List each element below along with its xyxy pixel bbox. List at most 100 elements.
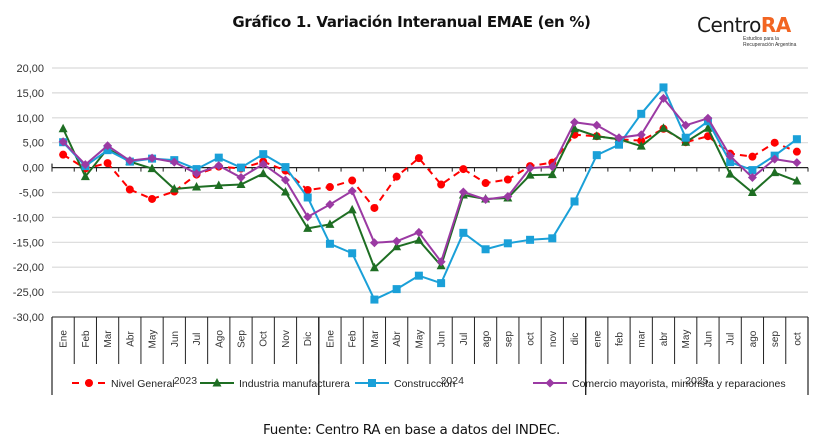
data-point [481, 179, 490, 188]
data-point [658, 93, 668, 103]
data-point [303, 223, 313, 232]
data-point [437, 180, 446, 189]
month-label: Jun [170, 331, 181, 347]
y-tick-label: 15,00 [16, 88, 44, 100]
month-label: oct [792, 332, 803, 346]
data-point [526, 235, 535, 244]
data-point [80, 160, 90, 170]
data-point [237, 163, 245, 172]
y-tick-label: 10,00 [16, 113, 44, 125]
data-point [147, 163, 157, 173]
data-point [258, 168, 268, 178]
legend-swatch-marker [85, 379, 93, 387]
month-label: Jul [726, 333, 737, 346]
data-point [347, 204, 357, 214]
year-label: 2023 [174, 375, 198, 387]
legend-swatch-marker [368, 379, 376, 387]
month-label: May [414, 330, 425, 349]
data-point [370, 203, 379, 212]
data-point [325, 219, 335, 228]
data-point [259, 150, 268, 159]
data-point [236, 179, 246, 189]
y-tick-label: -10,00 [13, 212, 44, 224]
data-point [414, 235, 424, 244]
data-point [503, 191, 513, 201]
legend-item: Construcción [355, 378, 455, 390]
data-point [281, 163, 290, 172]
data-point [303, 212, 313, 222]
series-comercio-mayorista-minorista-y-reparaciones [58, 93, 802, 267]
month-label: Sep [237, 330, 248, 348]
data-point [659, 83, 668, 92]
month-label: mar [637, 330, 648, 348]
y-tick-label: -5,00 [19, 188, 44, 200]
data-point [436, 257, 446, 267]
month-label: May [148, 330, 159, 349]
data-point [347, 186, 357, 196]
logo-wordmark: CentroRA [697, 14, 807, 36]
month-label: Nov [281, 330, 292, 348]
data-point [325, 199, 335, 209]
data-point [637, 136, 646, 145]
data-point [103, 141, 113, 151]
logo-subtitle-2: Recuperación Argentina [743, 42, 797, 48]
series-line [62, 127, 798, 209]
data-point [414, 154, 423, 163]
month-label: Feb [348, 330, 359, 348]
month-label: ago [481, 330, 492, 347]
data-point [570, 123, 580, 133]
data-point [770, 138, 779, 147]
legend-label: Nivel General [111, 378, 175, 390]
logo-subtitle-1: Estudios para la [743, 36, 779, 42]
data-point [192, 182, 202, 191]
data-point [169, 157, 179, 167]
data-point [348, 249, 357, 258]
y-tick-label: 0,00 [23, 163, 44, 175]
legend-item: Nivel General [72, 378, 175, 390]
data-point [125, 156, 135, 166]
month-label: abr [659, 331, 670, 346]
y-tick-label: -30,00 [13, 312, 44, 324]
data-point [392, 236, 402, 246]
data-point [369, 262, 379, 272]
data-point [792, 135, 801, 144]
month-label: oct [526, 332, 537, 346]
data-point [325, 239, 334, 248]
data-point [58, 137, 68, 147]
month-label: Jul [459, 333, 470, 346]
data-point [392, 172, 401, 181]
month-label: Dic [303, 332, 314, 346]
month-label: Jun [437, 331, 448, 347]
month-label: Feb [81, 330, 92, 348]
data-point [369, 238, 379, 248]
data-point [726, 158, 735, 167]
chart-title: Gráfico 1. Variación Interanual EMAE (en… [232, 13, 591, 31]
data-point [392, 241, 402, 251]
data-point [58, 123, 68, 133]
month-label: sep [503, 331, 514, 348]
y-tick-label: -15,00 [13, 237, 44, 249]
month-label: Mar [103, 330, 114, 348]
data-point [503, 175, 512, 184]
y-axis-ticks: 20,00 15,00 10,00 5,00 0,00 -5,00 -10,00 -15,00… [13, 63, 44, 324]
data-point [437, 279, 446, 288]
data-point [192, 169, 202, 179]
data-point [481, 194, 491, 204]
data-point [236, 173, 246, 183]
data-point [592, 131, 602, 140]
month-label: Jul [192, 333, 203, 346]
month-label: Abr [392, 331, 403, 347]
data-point [703, 113, 713, 123]
data-point [747, 187, 757, 196]
month-label: May [681, 330, 692, 349]
data-point [614, 133, 624, 143]
month-label: nov [548, 331, 559, 347]
data-point [548, 234, 557, 243]
data-point [770, 167, 780, 177]
month-label: ago [748, 330, 759, 347]
data-point [615, 140, 623, 149]
data-point [103, 159, 112, 168]
data-point [681, 120, 691, 130]
legend: Nivel General Industria manufacturera Cons… [72, 378, 786, 390]
data-point [147, 153, 157, 163]
